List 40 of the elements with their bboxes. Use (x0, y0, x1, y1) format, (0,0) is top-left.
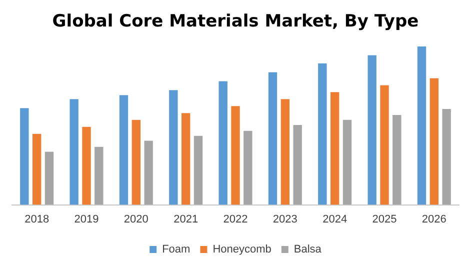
x-tick-label: 2025 (372, 213, 397, 226)
x-tick-label: 2020 (124, 213, 148, 226)
bar (44, 152, 54, 205)
chart-title: Global Core Materials Market, By Type (52, 12, 419, 32)
legend-label: Honeycomb (212, 244, 272, 256)
x-tick-label: 2026 (422, 213, 446, 226)
bar (70, 99, 78, 205)
x-tick-label: 2022 (223, 213, 248, 226)
bar (218, 81, 228, 205)
bar (268, 72, 278, 205)
legend-label: Balsa (294, 244, 322, 256)
bar (318, 63, 327, 205)
bar (342, 120, 352, 205)
x-tick-label: 2023 (272, 213, 298, 226)
bar (20, 108, 29, 205)
bar (280, 99, 290, 205)
bar (430, 78, 439, 205)
bar (181, 113, 190, 205)
x-tick-label: 2024 (322, 213, 348, 226)
bar (293, 124, 302, 205)
bar (231, 106, 240, 205)
bar (132, 120, 141, 205)
bar (368, 55, 376, 205)
bar (94, 146, 104, 205)
bar (82, 126, 91, 205)
x-tick-label: 2018 (24, 213, 50, 226)
bar (119, 95, 128, 205)
bar (194, 136, 203, 205)
bar (244, 130, 252, 205)
bar (392, 114, 402, 205)
bar (442, 108, 451, 205)
bar (330, 92, 340, 205)
legend-label: Foam (162, 244, 190, 256)
x-tick-label: 2021 (174, 213, 198, 226)
bar (417, 46, 426, 205)
bar (144, 140, 153, 205)
x-tick-label: 2019 (74, 213, 99, 226)
bar (32, 134, 42, 205)
bar (380, 85, 389, 205)
bar (169, 90, 178, 205)
